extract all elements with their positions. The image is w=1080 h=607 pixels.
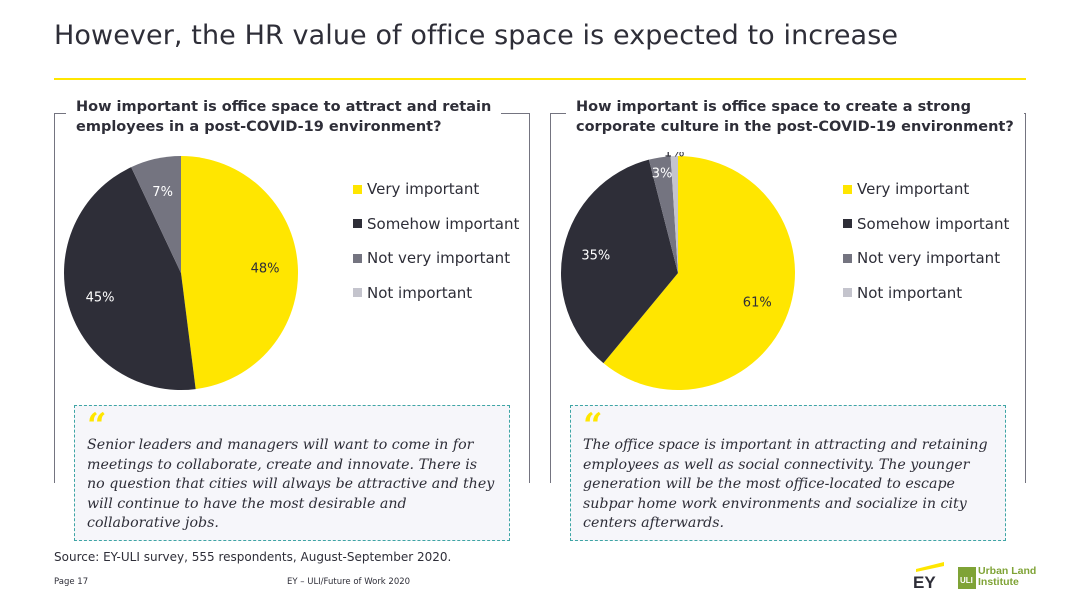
- pie-label-somehow-important: 45%: [86, 291, 115, 306]
- legend-item-not-important: Not important: [353, 276, 519, 311]
- pie-label-not-very-important: 7%: [152, 185, 173, 200]
- legend-item-not-important: Not important: [843, 276, 1009, 311]
- left-chart-question-line-1: How important is office space to attract…: [76, 99, 492, 115]
- legend-item-not-very-important: Not very important: [353, 241, 519, 276]
- legend-item-somehow-important: Somehow important: [843, 207, 1009, 242]
- left-pie-chart: 48% 45% 7%: [64, 156, 299, 391]
- left-chart-question-line-2: employees in a post-COVID-19 environment…: [76, 119, 442, 135]
- pie-slice-very-important: [181, 156, 299, 390]
- legend-label: Somehow important: [857, 214, 1010, 233]
- pie-label-very-important: 61%: [743, 296, 772, 311]
- quote-mark-icon: “: [87, 406, 107, 446]
- legend-label: Somehow important: [367, 214, 520, 233]
- right-chart-question-line-2: corporate culture in the post-COVID-19 e…: [576, 119, 1014, 135]
- legend-label: Very important: [857, 180, 970, 199]
- pie-slice-somehow-important: [561, 159, 678, 364]
- legend-item-somehow-important: Somehow important: [353, 207, 519, 242]
- uli-logo-icon: ULI: [958, 567, 976, 589]
- legend-item-very-important: Very important: [353, 172, 519, 207]
- left-quote-box: “ Senior leaders and managers will want …: [74, 405, 510, 541]
- pie-label-not-very-important: 3%: [652, 166, 673, 181]
- pie-slice-not-very-important: [131, 156, 181, 273]
- pie-slice-not-very-important: [648, 156, 678, 273]
- pie-label-very-important: 48%: [251, 262, 280, 277]
- right-quote-text: The office space is important in attract…: [583, 437, 988, 531]
- pie-slice-not-important: [670, 156, 678, 273]
- right-legend: Very important Somehow important Not ver…: [843, 172, 1009, 310]
- left-legend: Very important Somehow important Not ver…: [353, 172, 519, 310]
- legend-swatch-not-very-important: [353, 253, 362, 263]
- right-chart-question: How important is office space to create …: [566, 97, 1024, 137]
- legend-swatch-somehow-important: [353, 219, 362, 229]
- legend-label: Not very important: [857, 249, 1001, 268]
- legend-swatch-not-important: [353, 288, 362, 298]
- footer-title: EY – ULI/Future of Work 2020: [287, 577, 411, 587]
- left-chart-question: How important is office space to attract…: [66, 97, 502, 137]
- ey-logo: EY: [913, 562, 944, 590]
- legend-label: Very important: [367, 180, 480, 199]
- legend-swatch-somehow-important: [843, 219, 852, 229]
- legend-item-very-important: Very important: [843, 172, 1009, 207]
- pie-slice-somehow-important: [64, 167, 196, 391]
- pie-label-not-important: 1%: [664, 152, 685, 160]
- uli-logo-text: Urban Land Institute: [978, 565, 1037, 588]
- right-pie-chart: 61% 35% 3% 1%: [561, 152, 795, 390]
- legend-swatch-not-important: [843, 288, 852, 298]
- legend-label: Not very important: [367, 249, 511, 268]
- legend-label: Not important: [367, 283, 473, 302]
- right-chart-question-line-1: How important is office space to create …: [576, 99, 971, 115]
- legend-swatch-very-important: [353, 184, 362, 194]
- legend-label: Not important: [857, 283, 963, 302]
- svg-text:EY: EY: [913, 573, 936, 590]
- svg-text:ULI: ULI: [960, 576, 973, 585]
- pie-slice-very-important: [603, 156, 795, 390]
- left-quote-text: Senior leaders and managers will want to…: [87, 437, 495, 531]
- legend-swatch-not-very-important: [843, 253, 852, 263]
- page-title: However, the HR value of office space is…: [54, 20, 899, 51]
- pie-label-somehow-important: 35%: [581, 249, 610, 264]
- source-note: Source: EY-ULI survey, 555 respondents, …: [54, 550, 452, 564]
- right-quote-box: “ The office space is important in attra…: [570, 405, 1006, 541]
- legend-item-not-very-important: Not very important: [843, 241, 1009, 276]
- quote-mark-icon: “: [583, 406, 603, 446]
- page-number: Page 17: [54, 577, 89, 587]
- title-divider: [54, 78, 1026, 80]
- legend-swatch-very-important: [843, 184, 852, 194]
